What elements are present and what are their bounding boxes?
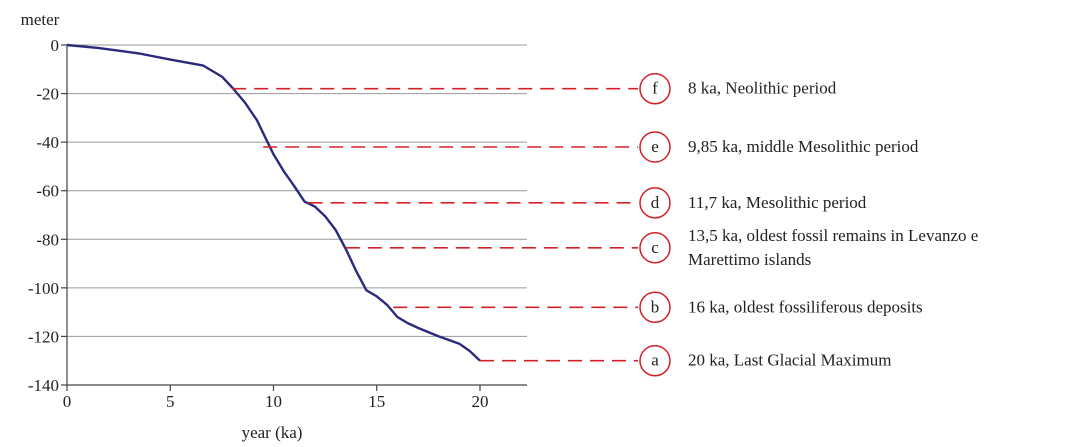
annotation-label-e: 9,85 ka, middle Mesolithic period (688, 137, 919, 156)
x-tick-label: 0 (63, 392, 72, 411)
x-tick-label: 10 (265, 392, 282, 411)
annotation-letter-a: a (651, 351, 659, 370)
annotation-circle-d (639, 187, 671, 219)
annotation-letter-b: b (651, 297, 660, 316)
annotation-label-d: 11,7 ka, Mesolithic period (688, 193, 867, 212)
annotation-label-c: Marettimo islands (688, 250, 811, 269)
annotation-letter-e: e (651, 137, 659, 156)
annotation-circle-b (639, 291, 671, 324)
x-tick-label: 5 (166, 392, 175, 411)
y-tick-label: -40 (36, 133, 59, 152)
y-tick-label: -100 (28, 279, 59, 298)
annotation-label-c: 13,5 ka, oldest fossil remains in Levanz… (688, 226, 978, 245)
y-tick-label: -140 (28, 376, 59, 395)
annotation-circle-a (639, 344, 671, 377)
annotation-circle-c (639, 232, 671, 264)
annotation-circle-e (639, 131, 671, 163)
y-tick-label: -60 (36, 182, 59, 201)
annotation-label-f: 8 ka, Neolithic period (688, 79, 837, 98)
y-tick-label: -120 (28, 327, 59, 346)
x-tick-label: 15 (368, 392, 385, 411)
y-tick-label: -80 (36, 230, 59, 249)
y-tick-label: 0 (51, 36, 60, 55)
y-axis-title: meter (21, 10, 60, 29)
y-tick-label: -20 (36, 85, 59, 104)
sea-level-curve (66, 43, 481, 362)
annotation-circle-f (639, 72, 671, 105)
annotation-letter-d: d (651, 193, 660, 212)
annotation-letter-c: c (651, 238, 659, 257)
annotation-label-a: 20 ka, Last Glacial Maximum (688, 351, 891, 370)
annotation-letter-f: f (652, 79, 658, 98)
x-axis-title: year (ka) (242, 423, 303, 442)
annotation-label-b: 16 ka, oldest fossiliferous deposits (688, 297, 923, 316)
x-tick-label: 20 (472, 392, 489, 411)
